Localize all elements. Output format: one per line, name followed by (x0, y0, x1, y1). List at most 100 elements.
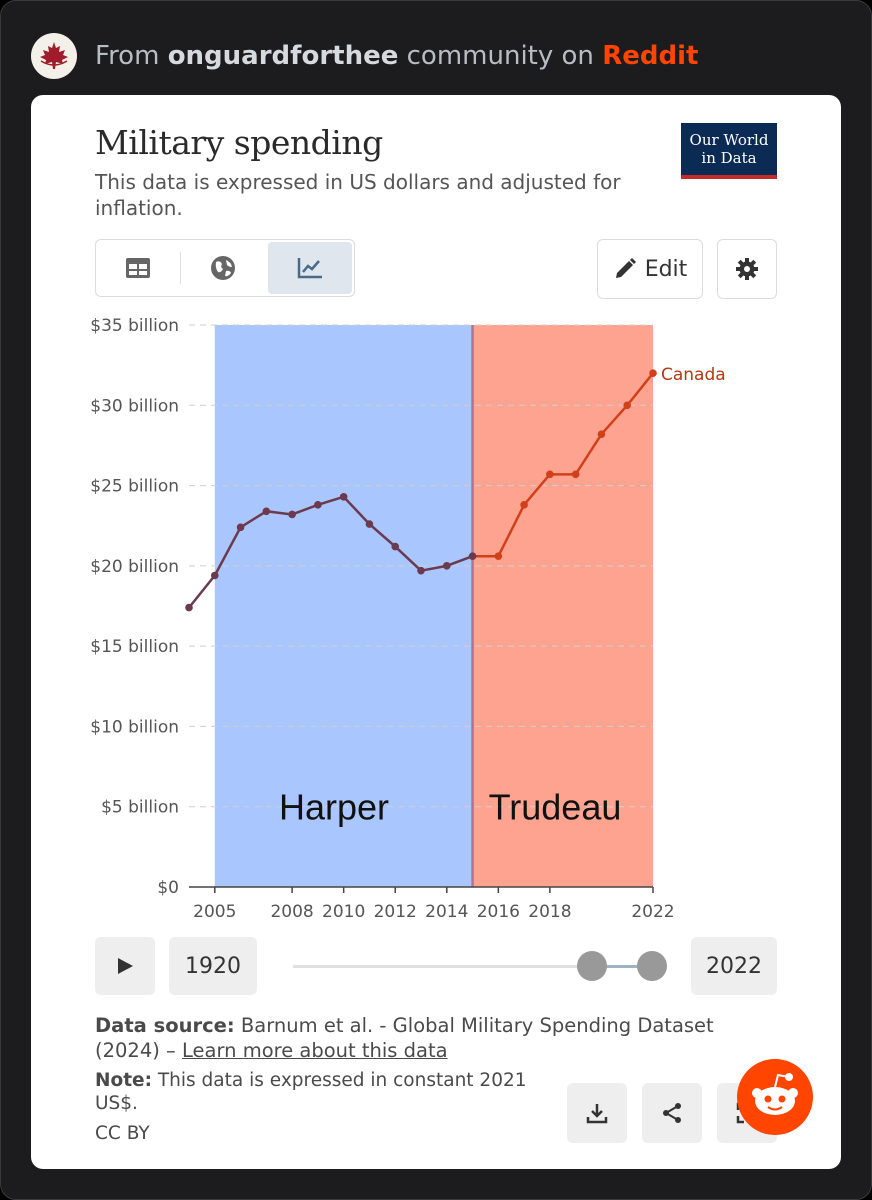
data-source: Data source: Barnum et al. - Global Mili… (95, 1013, 755, 1063)
play-button[interactable] (95, 937, 155, 995)
data-point[interactable] (339, 493, 348, 501)
timeline-end-handle[interactable] (637, 951, 667, 981)
settings-button[interactable] (717, 239, 777, 299)
tab-map[interactable] (181, 240, 265, 296)
source-label: Data source: (95, 1014, 235, 1037)
x-tick-label: 2008 (270, 902, 313, 921)
data-point[interactable] (468, 552, 477, 561)
y-tick-label: $5 billion (101, 798, 179, 818)
community-name[interactable]: onguardforthee (167, 41, 399, 71)
data-point[interactable] (210, 571, 219, 580)
source-text: Barnum et al. - Global Military Spending… (95, 1014, 714, 1062)
y-tick-label: $20 billion (90, 557, 179, 577)
view-tabs (95, 239, 355, 297)
timeline-end[interactable]: 2022 (691, 937, 777, 995)
edit-button[interactable]: Edit (597, 239, 703, 299)
chart-subtitle: This data is expressed in US dollars and… (95, 170, 621, 220)
series-segment (317, 495, 345, 507)
tab-table[interactable] (96, 240, 180, 296)
series-segment (266, 510, 293, 516)
gear-icon (736, 258, 758, 280)
timeline-start[interactable]: 1920 (169, 937, 257, 995)
source-middle: community on (406, 41, 594, 71)
series-segment (342, 495, 371, 525)
series-segment (188, 574, 216, 609)
series-segment (600, 404, 629, 436)
y-tick-label: $30 billion (90, 396, 179, 416)
series-segment (213, 526, 242, 577)
band-trudeau (472, 325, 653, 887)
x-tick-label: 2005 (193, 902, 236, 921)
series-segment (626, 372, 654, 407)
series-label: Canada (661, 365, 726, 385)
post-header: From onguardforthee community on Reddit (31, 33, 698, 79)
x-tick-label: 2012 (374, 902, 417, 921)
chart-card: Military spending This data is expressed… (31, 95, 841, 1169)
data-point[interactable] (520, 501, 528, 509)
y-tick-label: $0 (157, 878, 179, 898)
tab-chart[interactable] (267, 242, 352, 294)
series-segment (420, 564, 448, 572)
share-button[interactable] (642, 1083, 702, 1143)
chart-title: Military spending (95, 123, 383, 162)
data-point[interactable] (649, 369, 657, 377)
timeline-track[interactable] (293, 965, 593, 968)
note-label: Note: (95, 1070, 152, 1091)
data-point[interactable] (391, 542, 400, 551)
x-tick-label: 2016 (477, 902, 520, 921)
edit-label: Edit (644, 256, 688, 282)
play-icon (118, 958, 133, 974)
owid-logo-line1: Our World (689, 131, 769, 149)
post-source-text: From onguardforthee community on Reddit (95, 41, 698, 71)
annotation-harper: Harper (279, 787, 389, 828)
globe-icon (211, 256, 236, 280)
series-segment (291, 503, 319, 516)
download-icon (586, 1104, 608, 1124)
owid-logo-line2: in Data (701, 149, 757, 167)
series-segment (239, 510, 267, 529)
reddit-snoo-icon[interactable] (737, 1059, 813, 1135)
data-point[interactable] (236, 523, 245, 532)
owid-logo[interactable]: Our World in Data (681, 123, 777, 179)
y-tick-label: $15 billion (90, 637, 179, 657)
community-avatar[interactable] (31, 33, 77, 79)
data-point[interactable] (442, 562, 451, 570)
y-tick-label: $35 billion (90, 316, 179, 336)
series-segment (523, 473, 551, 506)
data-point[interactable] (571, 470, 580, 479)
timeline-range (593, 965, 653, 968)
download-button[interactable] (567, 1083, 627, 1143)
license: CC BY (95, 1123, 150, 1144)
x-tick-label: 2022 (631, 902, 674, 921)
data-point[interactable] (288, 510, 296, 519)
data-point[interactable] (314, 501, 322, 509)
line-chart: $0 $5 billion $10 billion $15 billion $20 bi… (90, 316, 726, 921)
data-point[interactable] (597, 430, 606, 438)
series-segment (394, 545, 422, 572)
maple-leaf-icon (40, 42, 68, 69)
data-point[interactable] (494, 552, 503, 561)
source-prefix: From (95, 41, 160, 71)
data-point[interactable] (546, 470, 554, 479)
series-segment (574, 433, 603, 476)
platform-name[interactable]: Reddit (602, 41, 699, 71)
line-chart-icon (297, 258, 322, 279)
data-point[interactable] (417, 566, 425, 575)
series-segment (497, 504, 526, 557)
note-text: This data is expressed in constant 2021 … (95, 1070, 527, 1114)
y-tick-label: $10 billion (90, 717, 179, 737)
y-tick-label: $25 billion (90, 477, 179, 497)
table-icon (126, 258, 151, 278)
band-harper (214, 325, 473, 887)
learn-more-link[interactable]: Learn more about this data (182, 1039, 448, 1062)
x-tick-label: 2010 (322, 902, 365, 921)
data-point[interactable] (623, 401, 632, 410)
timeline-start-handle[interactable] (577, 951, 607, 981)
data-point[interactable] (185, 603, 193, 612)
data-point[interactable] (365, 520, 374, 528)
series-segment (446, 555, 473, 568)
series-segment (368, 523, 397, 548)
data-point[interactable] (262, 507, 271, 516)
x-tick-label: 2018 (528, 902, 571, 921)
